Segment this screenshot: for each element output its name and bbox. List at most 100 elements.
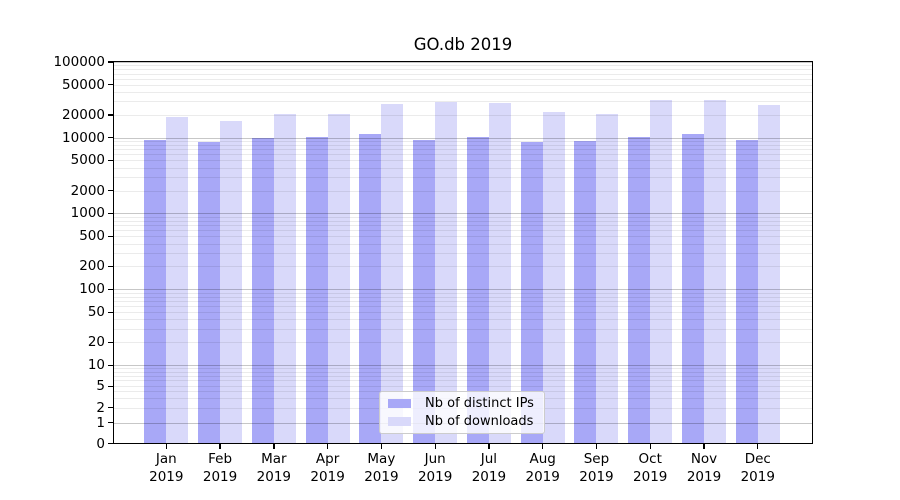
y-tick-label: 500 <box>79 228 105 245</box>
y-tick-label: 2000 <box>70 182 105 199</box>
legend-item-downloads: Nb of downloads <box>388 414 536 429</box>
x-tick-label: Nov 2019 <box>686 451 722 485</box>
bar-distinct_ips-jul <box>466 137 489 444</box>
gridline-minor <box>113 230 813 232</box>
y-tick-mark <box>108 265 113 268</box>
x-tick-mark <box>273 444 275 449</box>
gridline-major <box>113 289 813 291</box>
x-tick-mark <box>542 444 544 449</box>
gridline-minor <box>113 154 813 156</box>
gridline-minor <box>113 114 813 116</box>
bar-downloads-jun <box>435 102 458 444</box>
y-tick-mark <box>108 159 113 162</box>
gridline-minor <box>113 236 813 238</box>
gridline-minor <box>113 266 813 268</box>
gridline-minor <box>113 225 813 227</box>
gridline-major <box>113 137 813 139</box>
bar-distinct_ips-dec <box>735 140 758 444</box>
x-tick-mark <box>757 444 759 449</box>
bar-distinct_ips-apr <box>305 136 328 444</box>
y-tick-label: 0 <box>96 435 105 452</box>
bar-distinct_ips-jun <box>413 140 436 444</box>
y-tick-label: 100000 <box>53 53 105 70</box>
plot-area: Nb of distinct IPs Nb of downloads <box>113 61 813 444</box>
bar-distinct_ips-oct <box>628 136 651 444</box>
x-tick-label: Jun 2019 <box>417 451 453 485</box>
y-tick-mark <box>108 341 113 343</box>
bar-distinct_ips-jan <box>144 139 167 444</box>
bar-downloads-sep <box>596 113 619 444</box>
y-tick-mark <box>108 235 113 237</box>
x-tick-mark <box>165 444 167 449</box>
legend-item-distinct-ips: Nb of distinct IPs <box>388 396 536 411</box>
bar-distinct_ips-sep <box>574 140 597 444</box>
y-tick-mark <box>108 407 113 409</box>
x-tick-label: Jan 2019 <box>149 451 184 485</box>
y-tick-label: 20 <box>87 334 105 351</box>
x-tick-label: Jul 2019 <box>471 451 507 485</box>
bar-downloads-nov <box>704 100 726 444</box>
y-tick-mark <box>108 114 113 116</box>
bar-downloads-jan <box>166 117 189 444</box>
y-tick-label: 1000 <box>70 205 105 222</box>
y-tick-label: 50 <box>87 304 105 321</box>
x-tick-label: Feb 2019 <box>202 451 238 485</box>
bar-distinct_ips-nov <box>682 133 704 444</box>
y-tick-mark <box>108 311 113 313</box>
bar-distinct_ips-aug <box>520 141 543 444</box>
gridline-major <box>113 61 813 63</box>
gridline-minor <box>113 160 813 162</box>
y-tick-label: 50000 <box>62 76 105 93</box>
gridline-minor <box>113 167 813 169</box>
bar-downloads-jul <box>488 103 511 444</box>
gridline-minor <box>113 65 813 67</box>
gridline-minor <box>113 368 813 370</box>
y-tick-mark <box>108 364 113 366</box>
bar-downloads-may <box>381 103 404 444</box>
chart-title: GO.db 2019 <box>413 35 513 54</box>
bar-downloads-aug <box>542 111 565 444</box>
gridline-minor <box>113 73 813 75</box>
gridline-minor <box>113 319 813 321</box>
gridline-minor <box>113 342 813 344</box>
bar-downloads-dec <box>757 104 780 444</box>
y-tick-mark <box>108 84 113 86</box>
gridline-minor <box>113 296 813 298</box>
gridline-minor <box>113 371 813 373</box>
y-tick-label: 20000 <box>62 106 105 123</box>
legend-label-distinct-ips: Nb of distinct IPs <box>425 396 534 412</box>
y-tick-mark <box>108 137 113 139</box>
gridline-minor <box>113 312 813 314</box>
gridline-minor <box>113 306 813 308</box>
x-tick-mark <box>219 444 221 449</box>
gridline-major <box>113 365 813 366</box>
y-tick-label: 10 <box>87 357 105 373</box>
x-tick-label: Aug 2019 <box>525 451 560 485</box>
gridline-minor <box>113 253 813 255</box>
x-tick-label: May 2019 <box>364 451 399 485</box>
bar-distinct_ips-may <box>359 133 382 444</box>
x-tick-label: Apr 2019 <box>310 451 345 485</box>
gridline-minor <box>113 380 813 382</box>
gridline-minor <box>113 101 813 103</box>
gridline-minor <box>113 375 813 377</box>
y-tick-label: 10000 <box>62 129 105 146</box>
gridline-minor <box>113 300 813 302</box>
y-tick-label: 1 <box>96 414 105 431</box>
gridline-minor <box>113 328 813 330</box>
x-tick-label: Dec 2019 <box>740 451 775 485</box>
bar-downloads-feb <box>220 121 243 444</box>
bar-downloads-oct <box>650 100 673 444</box>
x-tick-label: Mar 2019 <box>256 451 291 485</box>
gridline-minor <box>113 216 813 218</box>
bar-downloads-mar <box>273 114 296 444</box>
y-tick-label: 2 <box>96 399 105 416</box>
legend-swatch-downloads <box>388 416 411 426</box>
x-tick-label: Sep 2019 <box>579 451 614 485</box>
legend-swatch-distinct-ips <box>388 399 411 409</box>
legend: Nb of distinct IPs Nb of downloads <box>379 391 545 434</box>
gridline-minor <box>113 220 813 222</box>
gridline-minor <box>113 141 813 143</box>
x-tick-mark <box>434 444 436 449</box>
